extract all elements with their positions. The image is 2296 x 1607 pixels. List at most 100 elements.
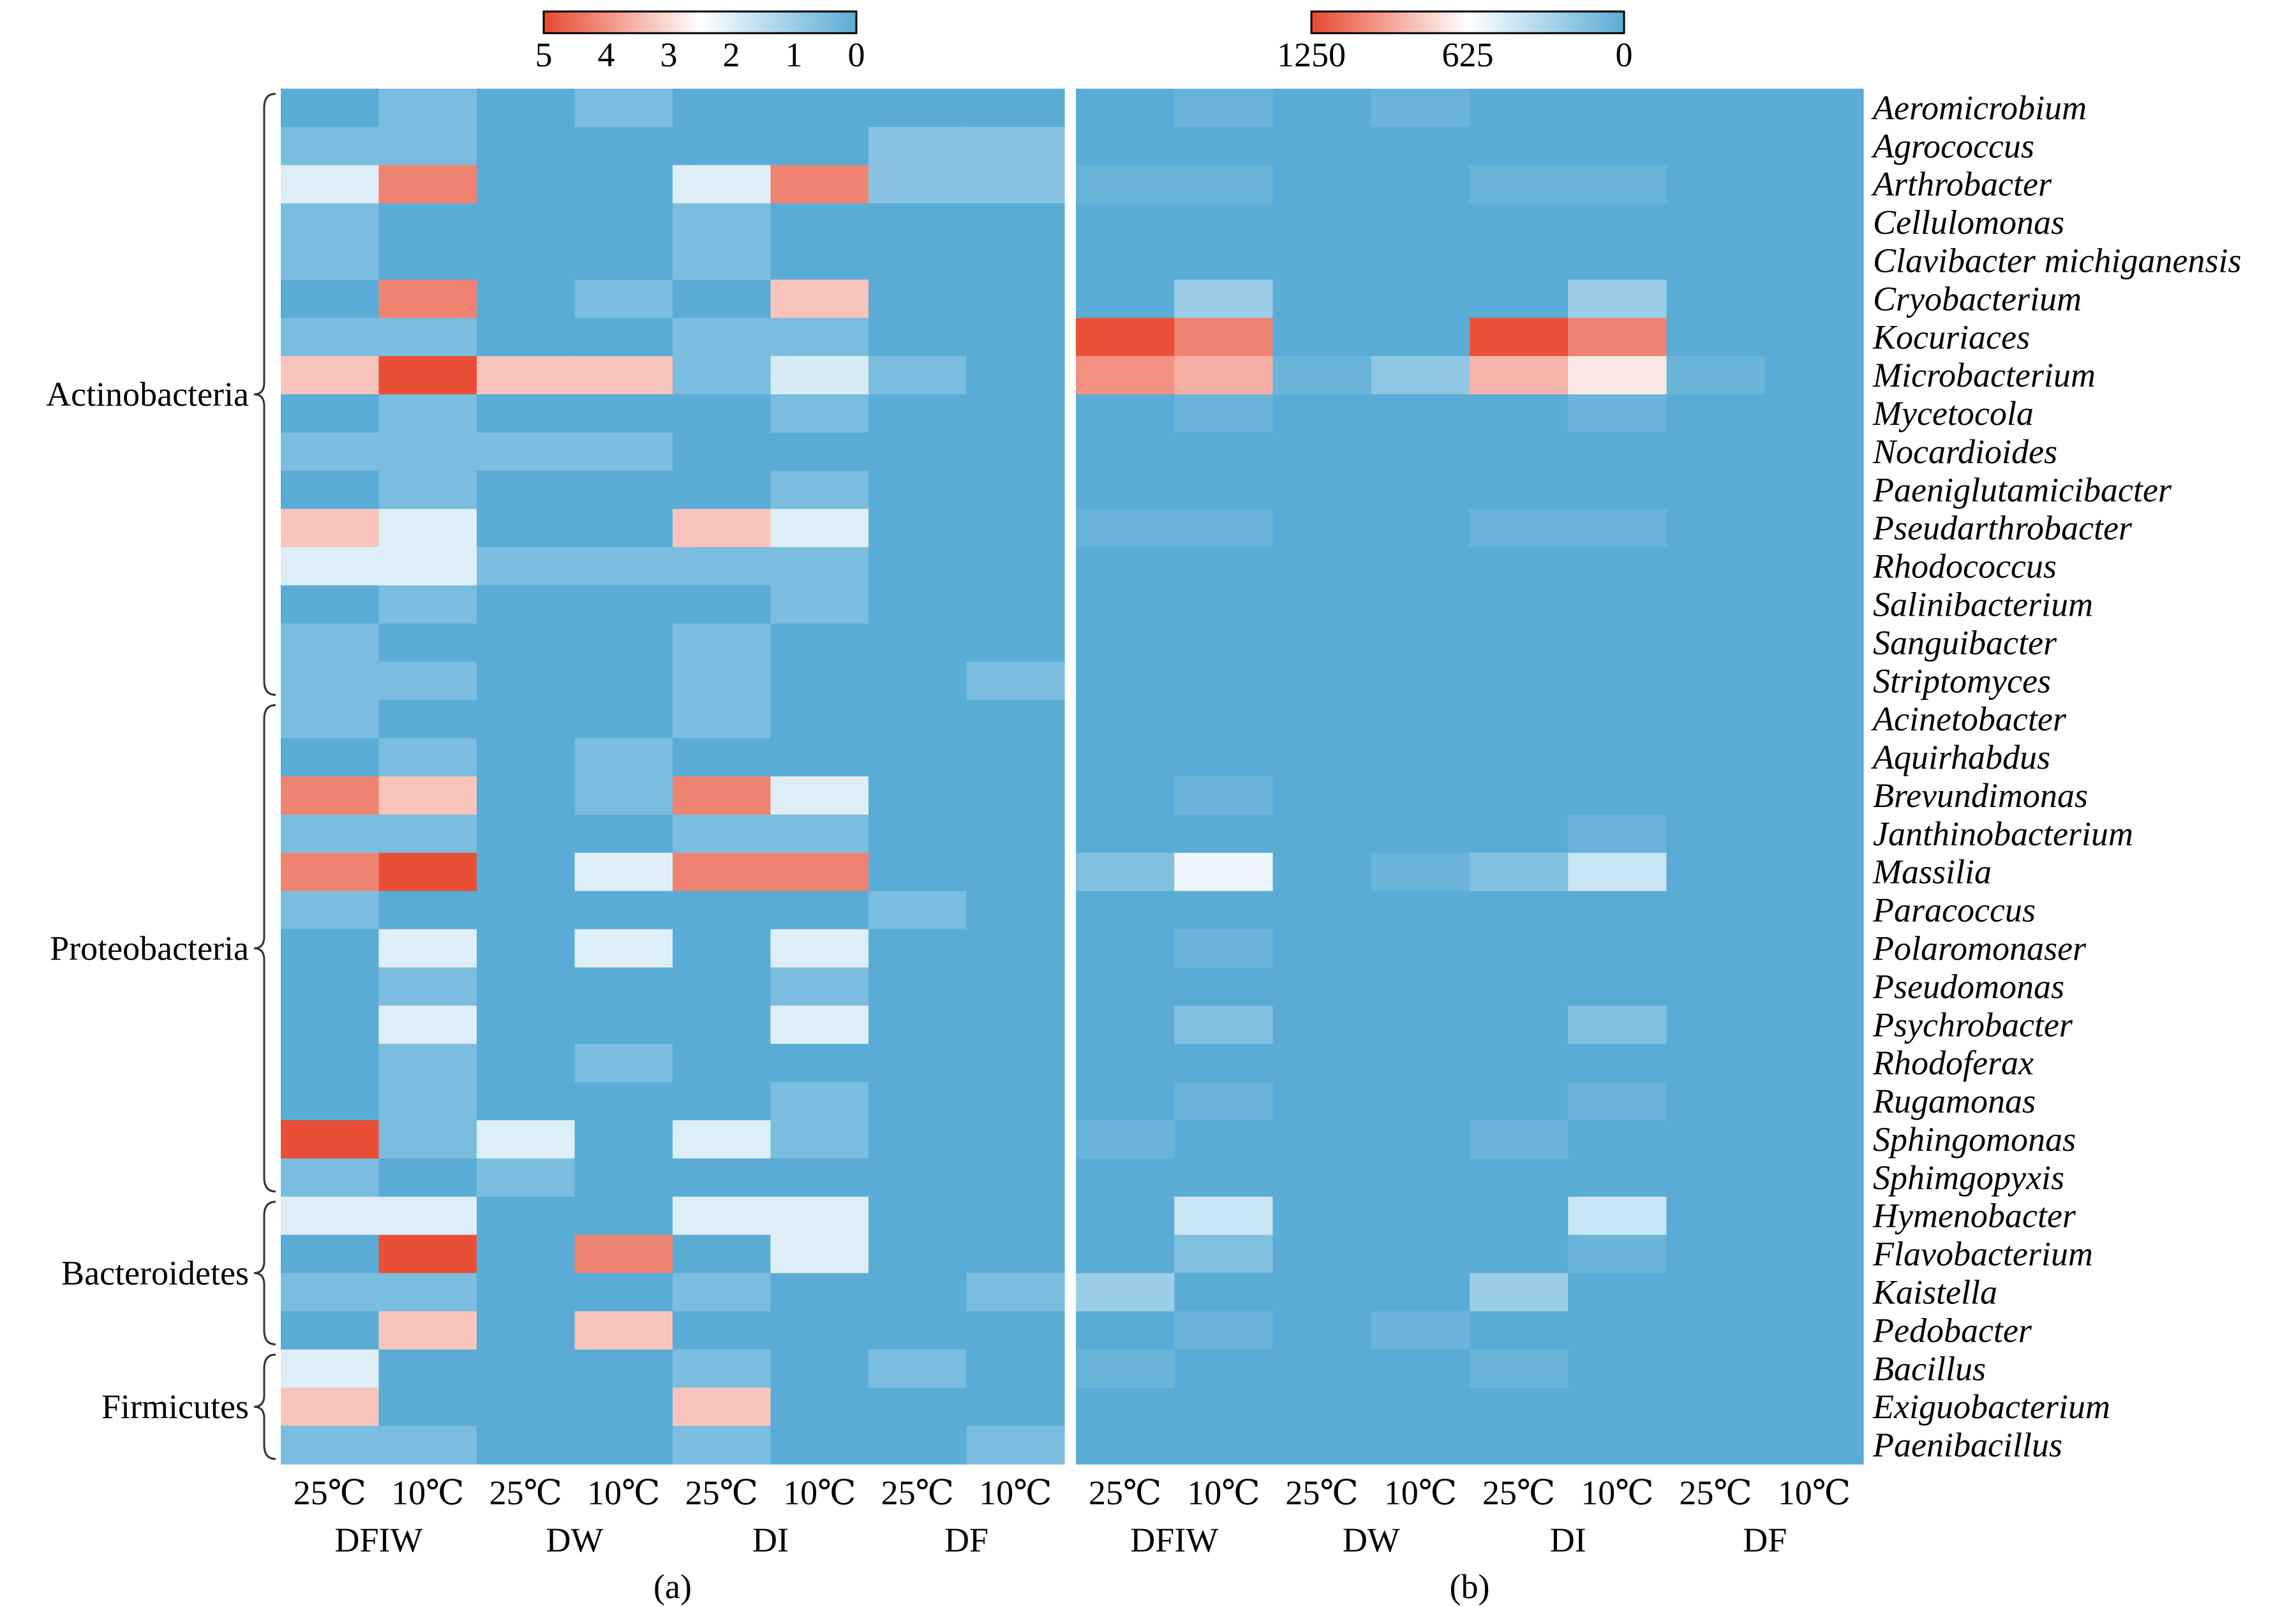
species-label: Polaromonaser [1872,929,2087,968]
heatmap-cell [1174,89,1274,128]
heatmap-cell [574,241,673,281]
colorbar-tick-label: 1 [786,36,803,74]
column-label: 10℃ [1581,1474,1653,1512]
heatmap-cell [966,623,1065,662]
heatmap-cell [574,1426,673,1465]
heatmap-cell [477,1044,576,1083]
heatmap-cell [1174,470,1274,510]
species-label: Sphimgopyxis [1873,1159,2064,1197]
heatmap-cell [1764,700,1864,739]
heatmap-cell [1568,318,1667,357]
heatmap-cell [1076,1426,1175,1465]
heatmap-cell [281,852,380,892]
heatmap-cell [1764,89,1864,128]
heatmap-cell [1272,967,1372,1006]
heatmap-cell [770,1426,869,1465]
heatmap-cell [1272,203,1372,242]
heatmap-cell [477,165,576,204]
heatmap-cell [1174,1311,1274,1350]
heatmap-cell [1568,1082,1667,1121]
heatmap-cell [1470,1005,1569,1044]
heatmap-panel-a: 5 4 3 2 1 0 25℃ 10℃ 25℃ 10℃ 25℃ 10℃ 25℃ 10℃ DFIW DW DI DF… [281,10,1065,1606]
heatmap-cell [1470,585,1569,625]
heatmap-cell [770,318,869,357]
heatmap-cell [281,203,380,242]
heatmap-cell [281,1044,380,1083]
heatmap-cell [1076,967,1175,1006]
heatmap-cell [574,1005,673,1044]
heatmap-cell [1666,929,1766,968]
heatmap-cell [378,852,477,892]
heatmap-cell [1076,356,1175,395]
species-label: Pseudarthrobacter [1872,509,2133,547]
heatmap-cell [1470,662,1569,700]
heatmap-cell [1076,203,1175,242]
heatmap-cell [378,241,477,281]
heatmap-cell [1272,1196,1372,1236]
column-label: 25℃ [489,1474,562,1512]
heatmap-cell [1371,279,1470,318]
heatmap-cell [673,1349,772,1388]
heatmap-cell [868,318,967,357]
heatmap-cell [477,394,576,433]
heatmap-cell [477,967,576,1006]
species-label: Paracoccus [1872,891,2036,929]
heatmap-cell [673,1158,772,1197]
heatmap-cell [477,1120,576,1159]
heatmap-cell [673,356,772,395]
heatmap-cell [1076,700,1175,739]
heatmap-cell [1470,279,1569,318]
species-label: Nocardioides [1872,433,2057,471]
heatmap-cell [1764,241,1864,281]
heatmap-cell [477,89,576,128]
heatmap-cell [477,776,576,815]
heatmap-cell [574,1196,673,1236]
panel-label: (a) [653,1567,692,1606]
heatmap-cell [1371,891,1470,930]
phylum-labels: Actinobacteria Proteobacteria Bacteroidete… [46,93,276,1460]
heatmap-cell [1764,1044,1864,1083]
heatmap-cell [770,394,869,433]
heatmap-cell [1470,1158,1569,1197]
heatmap-cell [1666,1158,1766,1197]
heatmap-cell [574,1044,673,1083]
heatmap-cell [966,738,1065,777]
heatmap-cell [1470,814,1569,854]
heatmap-cell [378,1044,477,1083]
group-label: DW [1343,1521,1400,1559]
heatmap-cell [378,470,477,510]
heatmap-cell [1076,241,1175,281]
heatmap-cell [868,814,967,854]
heatmap-cell [1470,1044,1569,1083]
heatmap-cell [673,394,772,433]
heatmap-cell [673,547,772,586]
heatmap-cell [378,508,477,548]
heatmap-cell [1666,852,1766,892]
heatmap-cell [966,203,1065,242]
heatmap-cell [868,776,967,815]
species-label: Hymenobacter [1872,1197,2076,1235]
heatmap-cell [1470,1234,1569,1274]
heatmap-cell [1666,1349,1766,1388]
heatmap-cell [1764,356,1864,395]
heatmap-cell [673,929,772,968]
heatmap-cell [673,623,772,662]
heatmap-cell [673,165,772,204]
column-label: 10℃ [391,1474,464,1512]
species-label: Paenibacillus [1872,1426,2062,1464]
heatmap-cell [1470,1349,1569,1388]
heatmap-cell [1076,126,1175,166]
heatmap-cell [673,1082,772,1121]
heatmap-cell [1272,1426,1372,1465]
heatmap-cell [1568,1196,1667,1236]
column-label: 25℃ [1679,1474,1752,1512]
heatmap-cell [770,929,869,968]
heatmap-cell [477,1082,576,1121]
heatmap-cell [1272,433,1372,471]
heatmap-cell [966,1044,1065,1083]
heatmap-cell [378,891,477,930]
heatmap-cell [1174,852,1274,892]
heatmap-cell [868,203,967,242]
heatmap-cell [1470,203,1569,242]
heatmap-cell [1764,1082,1864,1121]
